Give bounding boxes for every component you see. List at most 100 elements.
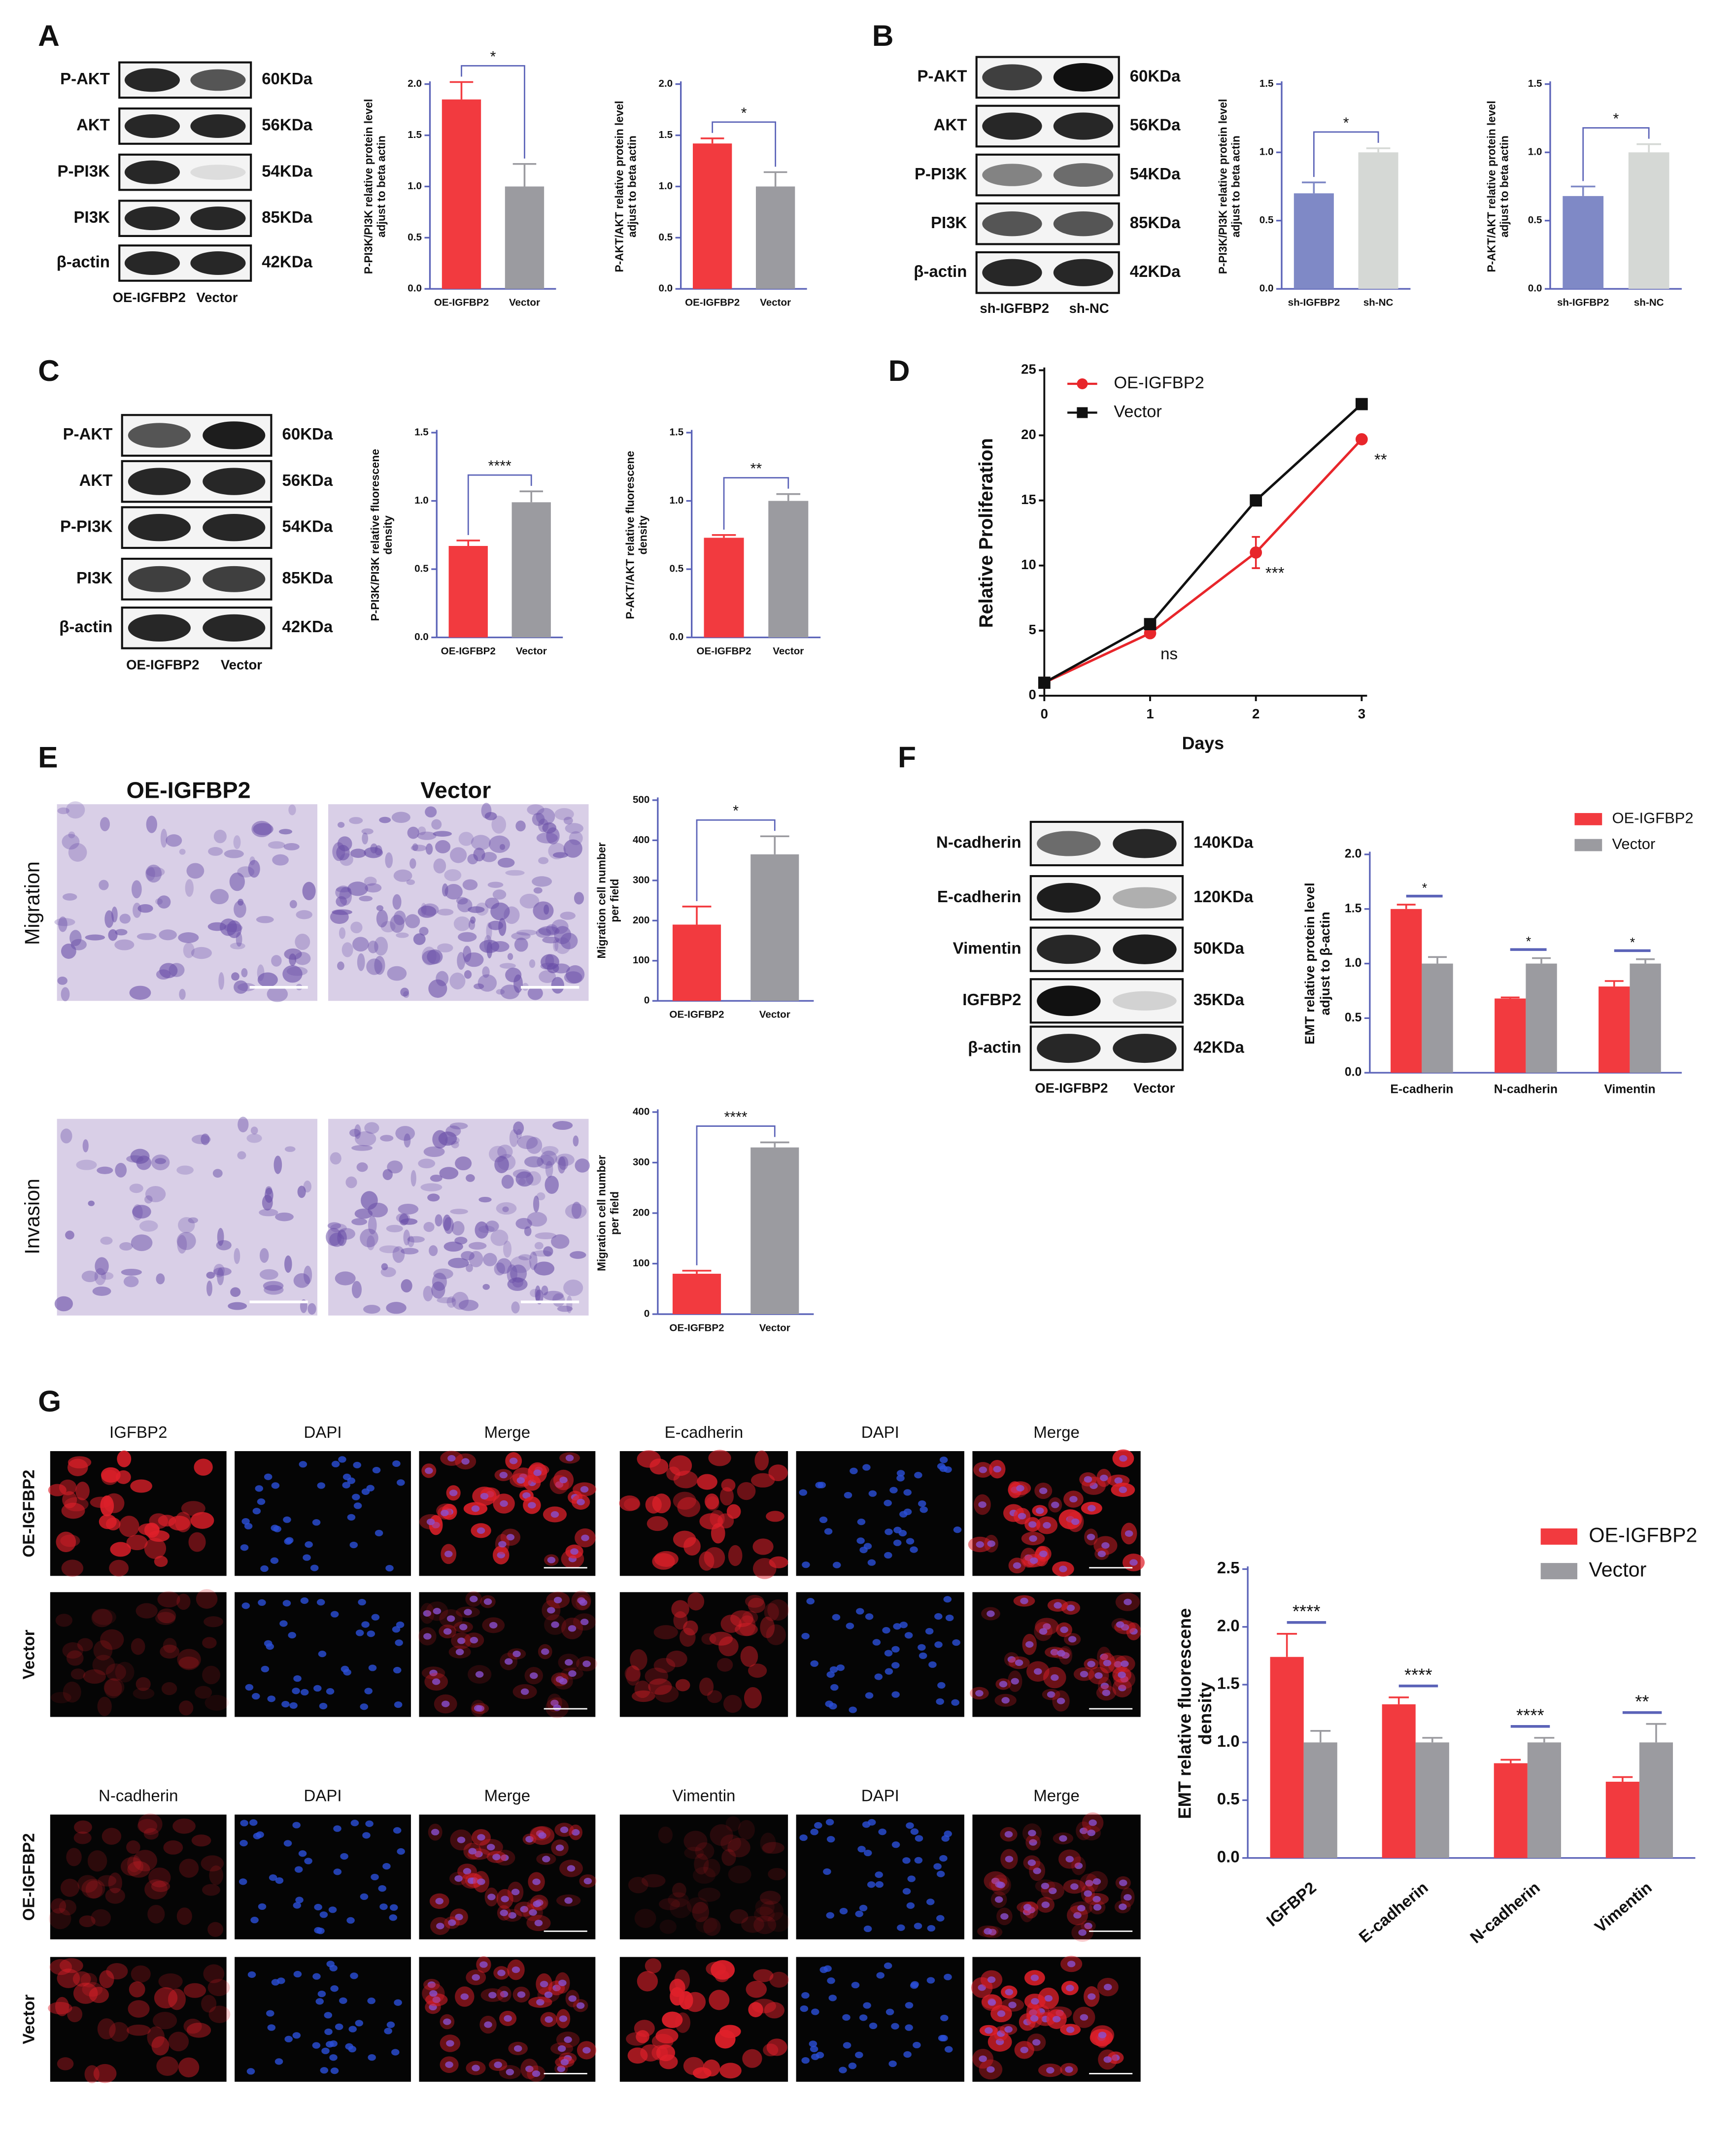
nucleus — [279, 1620, 288, 1627]
nucleus — [906, 1822, 914, 1829]
nucleus — [939, 1855, 948, 1862]
cell — [634, 1680, 651, 1698]
cell — [490, 1229, 509, 1246]
blot-protein: PI3K — [931, 213, 967, 232]
cell — [59, 1958, 83, 1973]
cell — [536, 808, 555, 825]
nucleus — [361, 1621, 370, 1628]
cell — [62, 893, 77, 901]
cell — [188, 1217, 198, 1223]
cell — [752, 1558, 777, 1579]
nucleus — [994, 1896, 1003, 1903]
cell — [194, 1458, 213, 1476]
bar — [448, 545, 488, 638]
nucleus — [314, 1927, 322, 1934]
y-tick-label: 0.5 — [1528, 214, 1542, 226]
nucleus — [250, 1917, 259, 1924]
bar — [672, 924, 721, 1001]
nucleus — [360, 1703, 369, 1710]
cell — [648, 1678, 672, 1695]
cell — [673, 1611, 688, 1630]
y-tick-label: 1.0 — [1259, 146, 1274, 158]
cell — [449, 1122, 468, 1130]
cell — [637, 1450, 661, 1468]
bar — [768, 501, 809, 638]
cell — [178, 1217, 195, 1233]
nucleus — [863, 1543, 872, 1550]
nucleus — [1020, 2046, 1028, 2053]
nucleus — [903, 1508, 912, 1515]
blot-band — [124, 206, 180, 231]
cell — [515, 1171, 534, 1187]
nucleus — [1119, 1903, 1127, 1910]
nucleus — [1032, 2039, 1041, 2046]
nucleus — [885, 1528, 893, 1535]
cell — [295, 933, 310, 950]
nucleus — [457, 1637, 466, 1644]
cell — [564, 971, 582, 984]
cell — [427, 949, 443, 964]
nucleus — [559, 1476, 568, 1484]
significance-bracket — [1582, 127, 1650, 181]
nucleus — [511, 1889, 520, 1896]
cell — [176, 1165, 194, 1175]
nucleus — [488, 1992, 497, 1999]
y-axis-label: per field — [608, 1191, 621, 1235]
cell — [683, 1620, 698, 1636]
y-tick-label: 0.0 — [1259, 283, 1274, 294]
cell — [352, 937, 369, 952]
cell — [145, 867, 165, 877]
significance-label: * — [741, 105, 747, 121]
image-column-label: Merge — [1033, 1423, 1080, 1441]
cell — [551, 919, 569, 934]
blot-size: 56KDa — [262, 116, 312, 134]
nucleus — [241, 1602, 250, 1609]
nucleus — [498, 1541, 507, 1548]
significance-label: * — [1613, 111, 1619, 127]
cell — [337, 822, 345, 828]
nucleus — [379, 1903, 388, 1910]
bar — [1415, 1742, 1449, 1858]
image-column-label: DAPI — [304, 1787, 342, 1805]
blot-protein: P-AKT — [63, 425, 113, 443]
nucleus — [484, 2021, 492, 2028]
cell — [347, 882, 368, 896]
cell — [718, 1636, 739, 1657]
nucleus — [1031, 1998, 1039, 2005]
nucleus — [1087, 1830, 1095, 1836]
nucleus — [293, 1902, 302, 1909]
significance-bracket — [467, 474, 532, 535]
nucleus — [1004, 1831, 1013, 1838]
nucleus — [934, 1641, 943, 1648]
nucleus — [825, 1819, 834, 1826]
nucleus — [1101, 1542, 1110, 1549]
nucleus — [304, 1858, 312, 1865]
cell — [538, 857, 549, 864]
nucleus — [330, 2068, 339, 2074]
y-tick-label: 0.5 — [670, 563, 684, 575]
y-tick-label: 2.0 — [1345, 848, 1362, 861]
cell — [653, 1625, 678, 1639]
marker — [1038, 677, 1051, 689]
cell — [350, 921, 363, 934]
cell — [166, 834, 182, 847]
nucleus — [374, 1529, 383, 1536]
nucleus — [560, 2059, 569, 2066]
significance-label: * — [1630, 935, 1635, 950]
cell — [430, 1174, 443, 1182]
cell — [121, 1857, 143, 1876]
cell — [654, 1551, 679, 1567]
cell — [392, 1246, 405, 1263]
cell — [204, 1616, 224, 1627]
nucleus — [984, 1928, 992, 1935]
blot-band — [1037, 831, 1101, 856]
blot-size: 54KDa — [262, 162, 312, 180]
nucleus — [468, 1848, 477, 1855]
cell — [659, 1898, 681, 1910]
nucleus — [997, 1882, 1005, 1889]
y-axis-label: P-AKT/AKT relative protein level — [613, 101, 626, 272]
nucleus — [936, 1915, 945, 1922]
cell — [115, 1661, 135, 1683]
nucleus — [252, 1693, 260, 1700]
nucleus — [915, 1835, 923, 1842]
